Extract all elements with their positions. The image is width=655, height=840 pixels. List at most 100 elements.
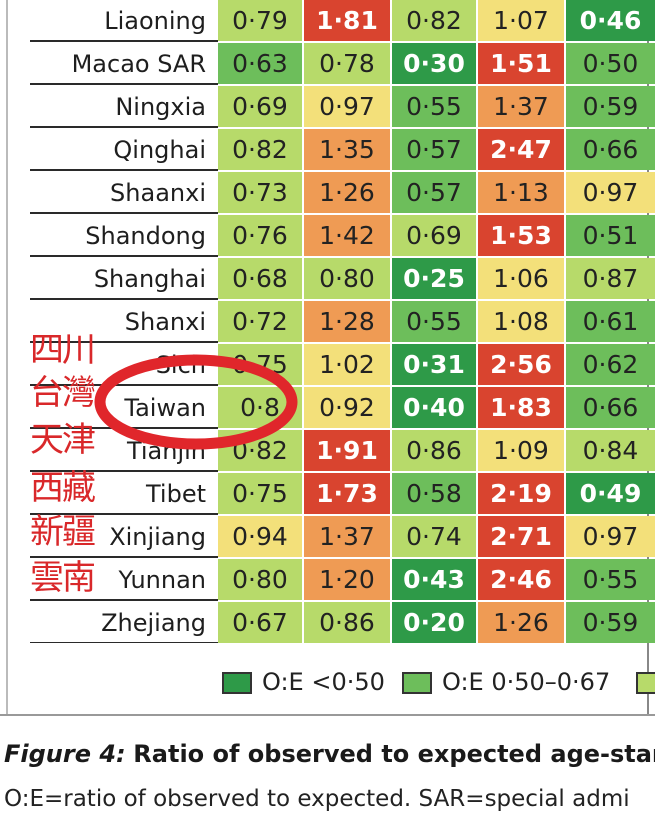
value-cell: 1·81	[304, 0, 390, 41]
value-cell: 0·67	[218, 602, 302, 643]
value-cell: 0·76	[218, 215, 302, 256]
ratio-table: Liaoning 0·79 1·81 0·82 1·07 0·46 Macao SAR 0·6…	[0, 0, 655, 643]
value-cell: 0·20	[392, 602, 476, 643]
value-cell: 0·59	[566, 602, 655, 643]
value-cell: 0·49	[566, 473, 655, 514]
table-row: Shaanxi 0·73 1·26 0·57 1·13 0·97	[0, 172, 655, 215]
region-label: Liaoning	[30, 0, 218, 42]
value-cell: 0·50	[566, 43, 655, 84]
value-cell: 0·86	[304, 602, 390, 643]
legend-swatch-dark-green	[222, 672, 252, 694]
value-cell: 0·75	[218, 344, 302, 385]
annotation-hanzi-xinjiang: 新疆	[30, 512, 96, 552]
legend-swatch-green	[402, 672, 432, 694]
table-row: Liaoning 0·79 1·81 0·82 1·07 0·46	[0, 0, 655, 43]
value-cell: 1·53	[478, 215, 564, 256]
region-label: Macao SAR	[30, 43, 218, 85]
value-cell: 1·26	[478, 602, 564, 643]
region-label: Yunnan	[30, 559, 218, 601]
annotation-hanzi-sichuan: 四川	[30, 330, 96, 370]
value-cell: 0·74	[392, 516, 476, 557]
value-cell: 0·68	[218, 258, 302, 299]
value-cell: 1·26	[304, 172, 390, 213]
value-cell: 1·73	[304, 473, 390, 514]
value-cell: 0·30	[392, 43, 476, 84]
value-cell: 1·20	[304, 559, 390, 600]
table-row: Xinjiang 0·94 1·37 0·74 2·71 0·97	[0, 516, 655, 559]
value-cell: 0·59	[566, 86, 655, 127]
page-left-frame	[6, 0, 8, 715]
legend-label-below-050: O:E <0·50	[262, 668, 385, 696]
value-cell: 1·13	[478, 172, 564, 213]
value-cell: 0·66	[566, 387, 655, 428]
value-cell: 1·51	[478, 43, 564, 84]
caption-label: Figure 4:	[4, 740, 126, 768]
value-cell: 1·02	[304, 344, 390, 385]
table-row: Tianjin 0·82 1·91 0·86 1·09 0·84	[0, 430, 655, 473]
legend-item-below-050: O:E <0·50	[222, 660, 385, 704]
annotation-hanzi-taiwan: 台灣	[30, 373, 96, 413]
table-row: Zhejiang 0·67 0·86 0·20 1·26 0·59	[0, 602, 655, 643]
region-label: Zhejiang	[30, 602, 218, 643]
value-cell: 0·69	[218, 86, 302, 127]
legend-label-050-067: O:E 0·50–0·67	[442, 668, 611, 696]
value-cell: 2·19	[478, 473, 564, 514]
value-cell: 0·25	[392, 258, 476, 299]
caption-note: O:E=ratio of observed to expected. SAR=s…	[4, 786, 630, 812]
value-cell: 2·47	[478, 129, 564, 170]
value-cell: 0·72	[218, 301, 302, 342]
table-row: Sich 0·75 1·02 0·31 2·56 0·62	[0, 344, 655, 387]
annotation-hanzi-yunnan: 雲南	[30, 558, 96, 598]
region-label: Shanxi	[30, 301, 218, 343]
value-cell: 0·94	[218, 516, 302, 557]
legend: O:E <0·50 O:E 0·50–0·67	[0, 660, 655, 704]
value-cell: 1·08	[478, 301, 564, 342]
value-cell: 0·57	[392, 172, 476, 213]
value-cell: 0·55	[566, 559, 655, 600]
value-cell: 0·75	[218, 473, 302, 514]
table-row: Yunnan 0·80 1·20 0·43 2·46 0·55	[0, 559, 655, 602]
value-cell: 1·35	[304, 129, 390, 170]
annotation-hanzi-tianjin: 天津	[30, 420, 96, 460]
value-cell: 2·46	[478, 559, 564, 600]
value-cell: 1·07	[478, 0, 564, 41]
section-divider	[0, 714, 655, 716]
value-cell: 1·83	[478, 387, 564, 428]
value-cell: 0·82	[218, 129, 302, 170]
value-cell: 0·80	[304, 258, 390, 299]
region-label: Qinghai	[30, 129, 218, 171]
table-row: Qinghai 0·82 1·35 0·57 2·47 0·66	[0, 129, 655, 172]
annotation-hanzi-tibet: 西藏	[30, 468, 96, 508]
value-cell: 0·43	[392, 559, 476, 600]
region-label: Shandong	[30, 215, 218, 257]
table-row: Macao SAR 0·63 0·78 0·30 1·51 0·50	[0, 43, 655, 86]
handwriting-occlusion	[150, 434, 240, 456]
table-row: Tibet 0·75 1·73 0·58 2·19 0·49	[0, 473, 655, 516]
value-cell: 0·87	[566, 258, 655, 299]
region-label: Shanghai	[30, 258, 218, 300]
value-cell: 0·31	[392, 344, 476, 385]
caption-title: Ratio of observed to expected age-standa	[133, 740, 655, 768]
value-cell: 0·79	[218, 0, 302, 41]
region-label: Xinjiang	[30, 516, 218, 558]
region-label: Tibet	[30, 473, 218, 515]
value-cell: 0·61	[566, 301, 655, 342]
value-cell: 1·28	[304, 301, 390, 342]
table-row: Shanxi 0·72 1·28 0·55 1·08 0·61	[0, 301, 655, 344]
value-cell: 0·46	[566, 0, 655, 41]
value-cell: 0·40	[392, 387, 476, 428]
region-label: Shaanxi	[30, 172, 218, 214]
value-cell: 1·37	[478, 86, 564, 127]
value-cell: 1·37	[304, 516, 390, 557]
value-cell: 0·62	[566, 344, 655, 385]
value-cell: 1·06	[478, 258, 564, 299]
legend-item-cut	[636, 660, 655, 704]
value-cell: 0·84	[566, 430, 655, 471]
value-cell: 0·58	[392, 473, 476, 514]
value-cell: 0·69	[392, 215, 476, 256]
value-cell: 0·86	[392, 430, 476, 471]
value-cell: 0·66	[566, 129, 655, 170]
value-cell: 0·97	[566, 172, 655, 213]
legend-item-050-067: O:E 0·50–0·67	[402, 660, 610, 704]
value-cell: 0·8	[218, 387, 302, 428]
